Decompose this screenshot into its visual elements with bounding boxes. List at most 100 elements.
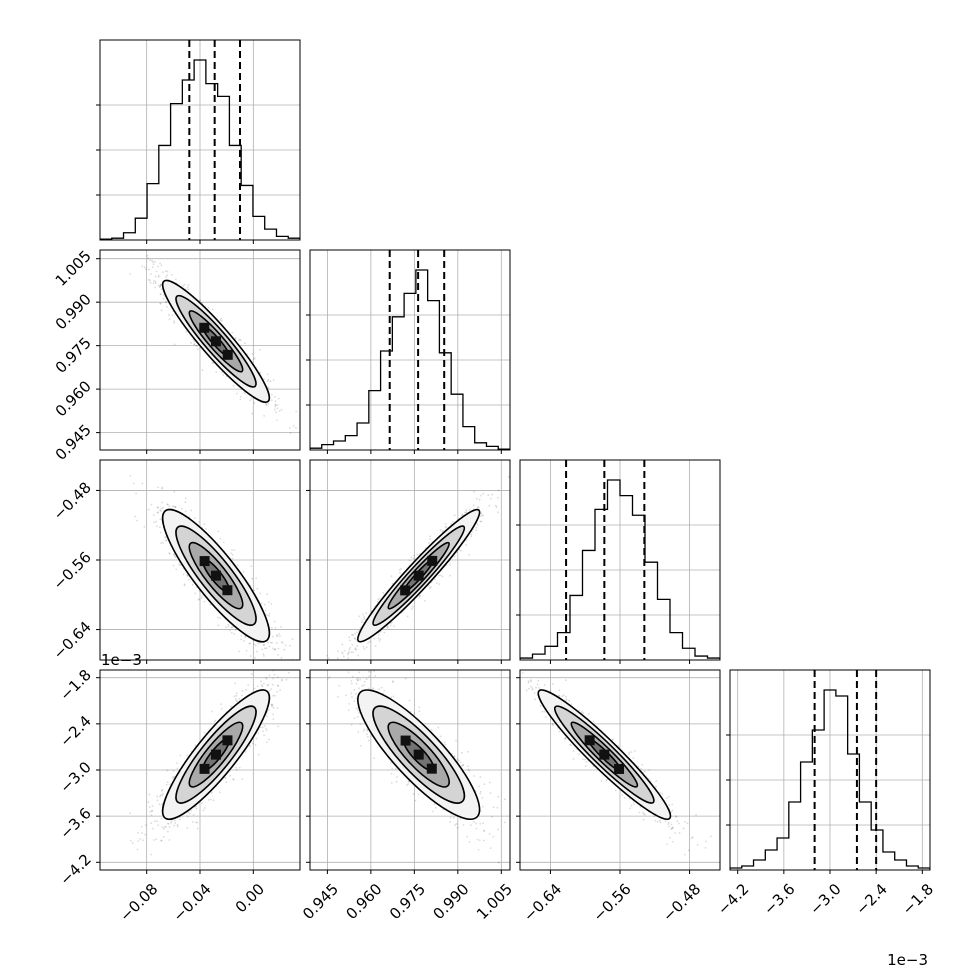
sample-point xyxy=(359,626,362,629)
sample-point xyxy=(153,839,155,841)
sample-point xyxy=(239,398,242,401)
sample-point xyxy=(274,626,277,629)
sample-point xyxy=(166,274,169,277)
sample-point xyxy=(488,504,491,507)
sample-point xyxy=(477,506,480,509)
sample-point xyxy=(148,278,150,281)
sample-point xyxy=(258,592,261,595)
sample-point xyxy=(465,511,468,514)
sample-point xyxy=(468,509,471,511)
sample-point xyxy=(428,587,431,590)
y-tick-label: −0.48 xyxy=(50,479,95,524)
sample-point xyxy=(198,598,201,600)
sample-point xyxy=(164,270,167,272)
density-peak-cell xyxy=(222,349,233,360)
y-tick-label: 1.005 xyxy=(52,247,95,290)
sample-point xyxy=(158,286,161,288)
x-tick-label: −1.8 xyxy=(899,880,937,918)
sample-point xyxy=(193,343,196,346)
sample-point xyxy=(363,618,366,620)
sample-point xyxy=(179,564,182,567)
sample-point xyxy=(159,518,162,521)
sample-point xyxy=(351,634,353,636)
sample-point xyxy=(186,575,189,577)
sample-point xyxy=(263,378,265,381)
sample-point xyxy=(368,640,371,643)
sample-point xyxy=(222,541,225,544)
sample-point xyxy=(237,339,240,341)
sample-point xyxy=(339,663,341,665)
sample-point xyxy=(480,520,483,523)
sample-point xyxy=(173,505,176,508)
sample-point xyxy=(132,482,135,485)
sample-point xyxy=(279,635,281,638)
sample-point xyxy=(260,666,262,668)
sample-point xyxy=(149,281,152,284)
sample-point xyxy=(236,392,238,395)
sample-point xyxy=(144,824,147,827)
sample-point xyxy=(269,380,272,383)
sample-point xyxy=(198,520,201,523)
sample-point xyxy=(428,584,430,587)
sample-point xyxy=(386,625,389,628)
sample-point xyxy=(301,426,303,428)
sample-point xyxy=(354,632,356,635)
sample-point xyxy=(448,574,451,577)
sample-point xyxy=(343,674,345,676)
sample-point xyxy=(199,299,202,302)
sample-point xyxy=(268,738,271,741)
sample-point xyxy=(283,662,285,664)
sample-point xyxy=(292,425,295,427)
sample-point xyxy=(268,674,271,677)
histogram-step xyxy=(520,479,720,660)
sample-point xyxy=(154,282,157,285)
sample-point xyxy=(154,275,157,278)
sample-point xyxy=(267,601,270,604)
sample-point xyxy=(276,407,279,410)
sample-point xyxy=(159,285,162,288)
density-peak-cell xyxy=(413,570,424,581)
sample-point xyxy=(254,644,257,647)
sample-point xyxy=(281,642,284,644)
sample-point xyxy=(200,596,203,599)
sample-point xyxy=(491,493,494,496)
sample-point xyxy=(326,654,329,657)
sample-point xyxy=(461,514,464,516)
sample-point xyxy=(356,631,358,634)
sample-point xyxy=(268,614,270,617)
sample-point xyxy=(143,266,146,269)
sample-point xyxy=(377,598,380,601)
sample-point xyxy=(157,276,160,278)
sample-point xyxy=(195,807,198,810)
sample-point xyxy=(161,803,164,806)
sample-point xyxy=(251,412,254,415)
sample-point xyxy=(163,294,165,297)
sample-point xyxy=(165,301,167,304)
sample-point xyxy=(161,271,164,274)
sample-point xyxy=(362,645,365,648)
sample-point xyxy=(497,497,499,499)
sample-point xyxy=(278,633,280,635)
sample-point xyxy=(165,539,168,542)
sample-point xyxy=(190,509,193,512)
sample-point xyxy=(276,419,278,422)
sample-point xyxy=(209,798,212,801)
sample-point xyxy=(152,827,154,830)
sample-point xyxy=(155,838,158,841)
sample-point xyxy=(203,600,206,603)
sample-point xyxy=(134,515,137,518)
sample-point xyxy=(398,569,401,571)
sample-point xyxy=(221,371,223,374)
sample-point xyxy=(345,673,347,675)
sample-point xyxy=(215,371,218,374)
sample-point xyxy=(348,636,351,639)
density-peak-cell xyxy=(199,556,210,567)
sample-point xyxy=(264,402,267,405)
sample-point xyxy=(187,811,189,814)
sample-point xyxy=(239,395,242,398)
sample-point xyxy=(418,596,421,599)
sample-point xyxy=(391,582,394,585)
sample-point xyxy=(154,286,156,289)
sample-point xyxy=(161,487,163,490)
sample-point xyxy=(235,628,237,631)
